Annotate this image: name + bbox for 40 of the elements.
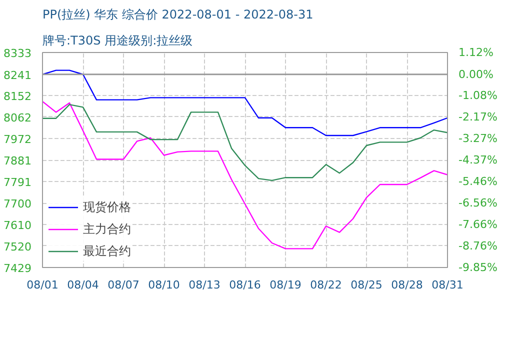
- y2-tick-label: -8.76%: [458, 240, 498, 253]
- x-tick-label: 08/19: [270, 278, 302, 292]
- chart-title: PP(拉丝) 华东 综合价 2022-08-01 - 2022-08-31: [42, 8, 314, 22]
- legend-label: 现货价格: [83, 198, 131, 216]
- y-tick-label: 7881: [4, 154, 32, 168]
- y-tick-label: 7972: [4, 132, 32, 146]
- y2-tick-label: -4.37%: [458, 154, 498, 167]
- y-tick-label: 7429: [4, 262, 32, 275]
- y-tick-label: 8241: [4, 68, 32, 82]
- legend-label: 主力合约: [83, 220, 131, 238]
- y2-tick-label: -7.66%: [458, 218, 498, 232]
- y2-tick-label: -6.56%: [458, 196, 498, 210]
- y2-tick-label: 1.12%: [458, 46, 494, 59]
- y-tick-label: 8062: [4, 111, 32, 124]
- y-tick-label: 8333: [4, 47, 32, 60]
- x-tick-label: 08/10: [148, 278, 180, 292]
- x-tick-label: 08/13: [188, 278, 220, 292]
- y-tick-label: 7700: [4, 198, 32, 211]
- y-tick-label: 7610: [4, 218, 32, 232]
- y2-tick-label: -9.85%: [458, 261, 498, 274]
- legend-label: 最近合约: [83, 242, 131, 260]
- x-tick-label: 08/16: [229, 278, 261, 292]
- x-tick-label: 08/28: [391, 278, 423, 292]
- x-tick-label: 08/04: [67, 278, 99, 292]
- x-tick-label: 08/07: [108, 278, 140, 292]
- y-tick-label: 7520: [4, 240, 32, 254]
- y-tick-label: 8152: [4, 90, 32, 104]
- chart-subtitle: 牌号:T30S 用途级别:拉丝级: [42, 34, 193, 48]
- y2-tick-label: -2.17%: [458, 110, 498, 124]
- line-series: [42, 104, 448, 182]
- x-tick-label: 08/01: [26, 278, 58, 292]
- y2-tick-label: -5.46%: [458, 174, 498, 188]
- x-tick-label: 08/31: [432, 278, 464, 292]
- y2-tick-label: -3.27%: [458, 132, 498, 146]
- y2-tick-label: 0.00%: [458, 68, 494, 81]
- line-series: [42, 70, 448, 136]
- y2-tick-label: -1.08%: [458, 89, 498, 102]
- x-tick-label: 08/22: [310, 278, 342, 292]
- x-tick-label: 08/25: [350, 278, 382, 292]
- y-tick-label: 7791: [4, 176, 32, 189]
